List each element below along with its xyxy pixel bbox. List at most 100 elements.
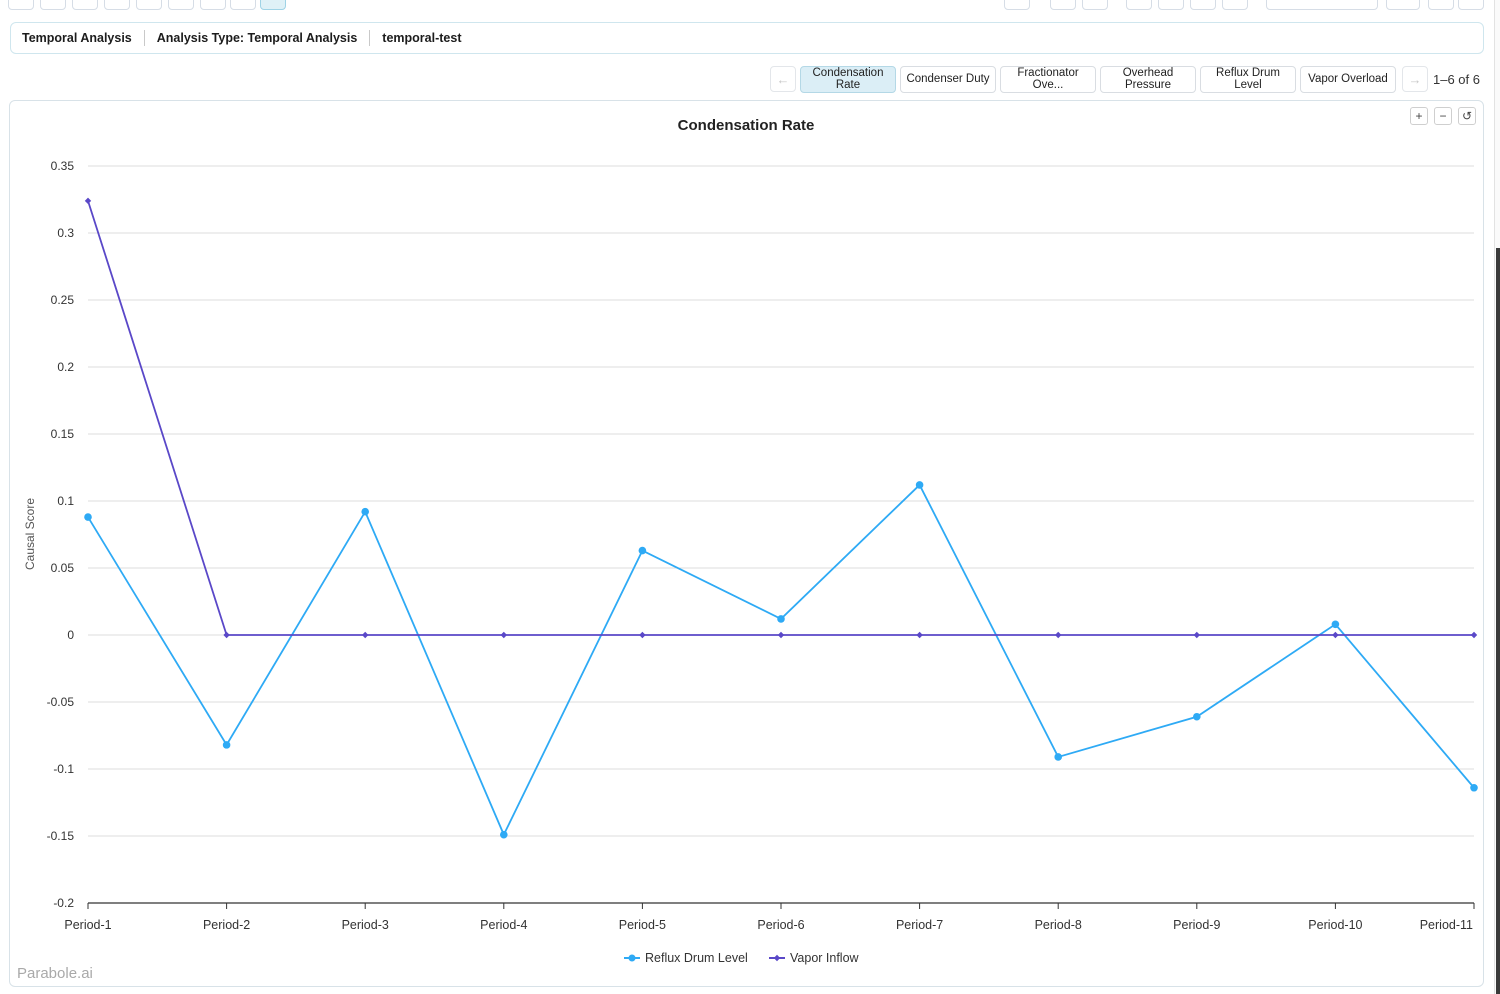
data-point-vapor-inflow[interactable] [1055, 631, 1062, 639]
tab-fractionator-overhead[interactable]: Fractionator Ove... [1000, 66, 1096, 93]
toolbar-person-icon[interactable] [230, 0, 256, 10]
x-tick-label: Period-7 [896, 918, 943, 932]
tab-condensation-rate[interactable]: Condensation Rate [800, 66, 896, 93]
legend-label: Reflux Drum Level [645, 951, 748, 965]
tab-overhead-pressure[interactable]: Overhead Pressure [1100, 66, 1196, 93]
data-point-reflux-drum-level[interactable] [1193, 712, 1201, 721]
toolbar-blank2-icon[interactable] [1222, 0, 1248, 10]
legend-marker [628, 954, 636, 962]
data-point-reflux-drum-level[interactable] [1470, 783, 1478, 792]
data-point-reflux-drum-level[interactable] [84, 513, 92, 521]
data-point-reflux-drum-level[interactable] [777, 615, 785, 623]
y-tick-label: 0.1 [57, 494, 74, 508]
breadcrumb-analysis-type: Analysis Type: Temporal Analysis [156, 31, 358, 45]
y-tick-label: 0.05 [51, 561, 75, 575]
toolbar-up-icon[interactable] [1126, 0, 1152, 10]
x-tick-label: Period-3 [342, 918, 389, 932]
minus-icon: − [1439, 109, 1447, 123]
data-point-vapor-inflow[interactable] [1470, 631, 1478, 639]
data-point-vapor-inflow[interactable] [916, 631, 923, 639]
data-point-vapor-inflow[interactable] [1193, 631, 1200, 639]
data-point-reflux-drum-level[interactable] [222, 741, 231, 749]
arrow-right-icon: → [1408, 71, 1422, 87]
x-tick-label: Period-9 [1173, 918, 1220, 932]
x-tick-label: Period-6 [757, 918, 804, 932]
y-tick-label: 0 [67, 628, 74, 642]
toolbar-target-icon[interactable] [168, 0, 194, 10]
chart-title: Condensation Rate [678, 117, 815, 134]
x-tick-label: Period-8 [1035, 918, 1082, 932]
x-tick-label: Period-4 [480, 918, 527, 932]
toolbar-clock-icon[interactable] [260, 0, 286, 10]
x-tick-label: Period-5 [619, 918, 666, 932]
arrow-left-icon: ← [776, 71, 790, 87]
toolbar-grid-icon[interactable] [8, 0, 34, 10]
next-page-button[interactable]: → [1402, 66, 1428, 92]
legend-label: Vapor Inflow [790, 951, 860, 965]
y-tick-label: -0.15 [47, 829, 75, 843]
watermark-logo: Parabole.ai [17, 965, 93, 982]
breadcrumb-divider [369, 30, 371, 46]
data-point-reflux-drum-level[interactable] [500, 830, 508, 839]
data-point-reflux-drum-level[interactable] [361, 507, 370, 516]
breadcrumb-divider [143, 30, 145, 46]
toolbar-logout-icon[interactable] [1458, 0, 1484, 10]
data-point-vapor-inflow[interactable] [223, 631, 230, 639]
tab-reflux-drum-level[interactable]: Reflux Drum Level [1200, 66, 1296, 93]
toolbar-bookmark-icon[interactable] [1004, 0, 1030, 10]
data-point-vapor-inflow[interactable] [500, 631, 507, 639]
data-point-vapor-inflow[interactable] [362, 631, 369, 639]
plus-icon: + [1415, 109, 1423, 123]
data-point-reflux-drum-level[interactable] [638, 546, 647, 555]
data-point-vapor-inflow[interactable] [84, 197, 92, 205]
series-line-reflux-drum-level [87, 483, 1475, 837]
toolbar-down-icon[interactable] [1158, 0, 1184, 10]
toolbar-undo-icon[interactable] [1050, 0, 1076, 10]
data-point-vapor-inflow[interactable] [777, 631, 785, 639]
toolbar-layout-icon[interactable] [200, 0, 226, 10]
scrollbar[interactable] [1494, 0, 1500, 994]
toolbar-circle-icon[interactable] [72, 0, 98, 10]
y-tick-label: 0.3 [57, 226, 74, 240]
toolbar-redo-icon[interactable] [1082, 0, 1108, 10]
toolbar-table-icon[interactable] [136, 0, 162, 10]
toolbar-badge[interactable] [1386, 0, 1420, 10]
toolbar-blank-icon[interactable] [1190, 0, 1216, 10]
y-tick-label: -0.2 [53, 896, 74, 910]
y-tick-label: 0.35 [51, 159, 75, 173]
breadcrumb-analysis-name: temporal-test [382, 31, 462, 45]
tab-vapor-overload[interactable]: Vapor Overload [1300, 66, 1396, 93]
legend-marker [773, 954, 781, 962]
zoom-in-button[interactable]: + [1410, 107, 1428, 125]
breadcrumb: Temporal Analysis Analysis Type: Tempora… [10, 22, 1484, 54]
reset-zoom-button[interactable]: ↺ [1458, 107, 1476, 125]
toolbar-document-icon[interactable] [40, 0, 66, 10]
y-tick-label: 0.2 [57, 360, 74, 374]
toolbar-user-menu[interactable] [1266, 0, 1378, 10]
toolbar-link-icon[interactable] [104, 0, 130, 10]
data-point-reflux-drum-level[interactable] [1054, 753, 1062, 761]
pager-count: 1–6 of 6 [1433, 72, 1480, 87]
breadcrumb-section[interactable]: Temporal Analysis [22, 31, 132, 45]
y-tick-label: -0.1 [53, 762, 74, 776]
toolbar-settings-icon[interactable] [1428, 0, 1454, 10]
y-axis-label: Causal Score [23, 498, 37, 570]
prev-page-button[interactable]: ← [770, 66, 796, 92]
data-point-vapor-inflow[interactable] [1332, 631, 1339, 639]
legend-item-vapor-inflow[interactable]: Vapor Inflow [769, 951, 860, 965]
data-point-vapor-inflow[interactable] [639, 631, 646, 639]
x-tick-label: Period-11 [1420, 918, 1473, 932]
zoom-out-button[interactable]: − [1434, 107, 1452, 125]
x-tick-label: Period-2 [203, 918, 250, 932]
series-line-vapor-inflow [87, 200, 1474, 636]
x-tick-label: Period-10 [1308, 918, 1362, 932]
x-tick-label: Period-1 [64, 918, 111, 932]
y-tick-label: 0.25 [51, 293, 75, 307]
legend-item-reflux-drum-level[interactable]: Reflux Drum Level [624, 951, 748, 965]
reset-icon: ↺ [1461, 109, 1473, 123]
data-point-reflux-drum-level[interactable] [1331, 620, 1340, 629]
top-toolbar [0, 0, 1500, 14]
data-point-reflux-drum-level[interactable] [915, 481, 924, 489]
tab-condenser-duty[interactable]: Condenser Duty [900, 66, 996, 93]
